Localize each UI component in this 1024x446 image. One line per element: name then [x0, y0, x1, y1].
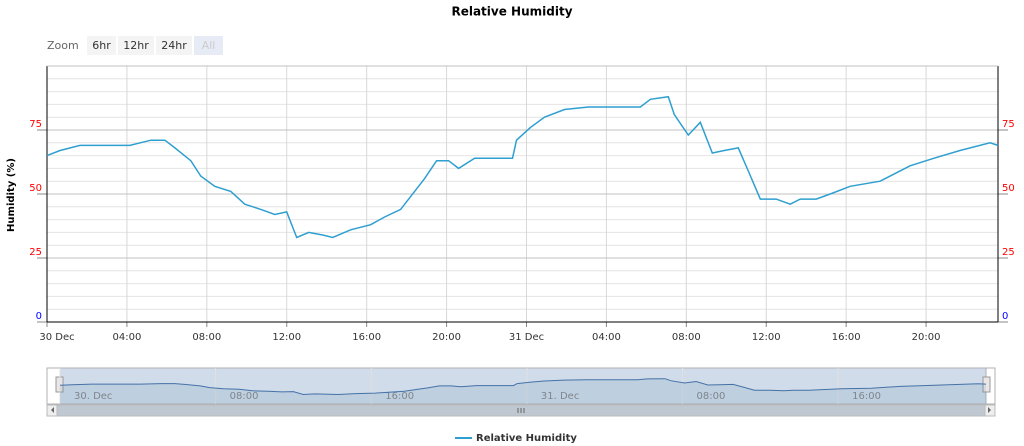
navigator-tick-label: 16:00: [852, 391, 881, 402]
zoom-button-label[interactable]: All: [202, 39, 216, 52]
zoom-label: Zoom: [47, 39, 79, 52]
x-tick-label: 31 Dec: [509, 332, 544, 343]
navigator-mask[interactable]: [59, 367, 987, 405]
x-tick-label: 04:00: [113, 332, 142, 343]
x-tick-label: 12:00: [752, 332, 781, 343]
x-tick-label: 08:00: [192, 332, 221, 343]
y2-tick-label: 75: [1002, 119, 1015, 130]
zoom-button-label[interactable]: 12hr: [123, 39, 149, 52]
x-tick-label: 16:00: [832, 332, 861, 343]
zoom-button[interactable]: [118, 36, 154, 55]
navigator-frame: [46, 367, 996, 405]
x-tick-label: 04:00: [592, 332, 621, 343]
y-tick-label: 75: [29, 119, 42, 130]
navigator-tick-label: 30. Dec: [74, 391, 112, 402]
x-tick-label: 08:00: [672, 332, 701, 343]
zoom-button[interactable]: [156, 36, 192, 55]
y-tick-label: 50: [29, 183, 42, 194]
zoom-button[interactable]: [87, 36, 116, 55]
y2-tick-label: 25: [1002, 247, 1015, 258]
y-tick-label: 25: [29, 247, 42, 258]
x-tick-label: 12:00: [272, 332, 301, 343]
zoom-button-label[interactable]: 6hr: [92, 39, 111, 52]
navigator-line: [59, 378, 987, 396]
x-tick-label: 20:00: [912, 332, 941, 343]
legend-label[interactable]: Relative Humidity: [476, 433, 577, 444]
chart-title: Relative Humidity: [451, 5, 572, 19]
y-axis-title: Humidity (%): [6, 158, 17, 232]
navigator-tick-label: 08:00: [230, 391, 259, 402]
navigator-area: [60, 378, 986, 404]
scrollbar-grip: [517, 408, 525, 413]
navigator-tick-label: 31. Dec: [541, 391, 579, 402]
x-tick-label: 20:00: [432, 332, 461, 343]
navigator-tick-label: 08:00: [697, 391, 726, 402]
x-tick-label: 16:00: [352, 332, 381, 343]
y-tick-label: 0: [36, 311, 42, 322]
zoom-button[interactable]: [194, 36, 223, 55]
x-tick-label: 30 Dec: [39, 332, 74, 343]
zoom-button-label[interactable]: 24hr: [161, 39, 187, 52]
y2-tick-label: 0: [1002, 311, 1008, 322]
navigator-handle[interactable]: [982, 376, 991, 393]
navigator-tick-label: 16:00: [385, 391, 414, 402]
data-line: [46, 95, 999, 239]
y2-tick-label: 50: [1002, 183, 1015, 194]
